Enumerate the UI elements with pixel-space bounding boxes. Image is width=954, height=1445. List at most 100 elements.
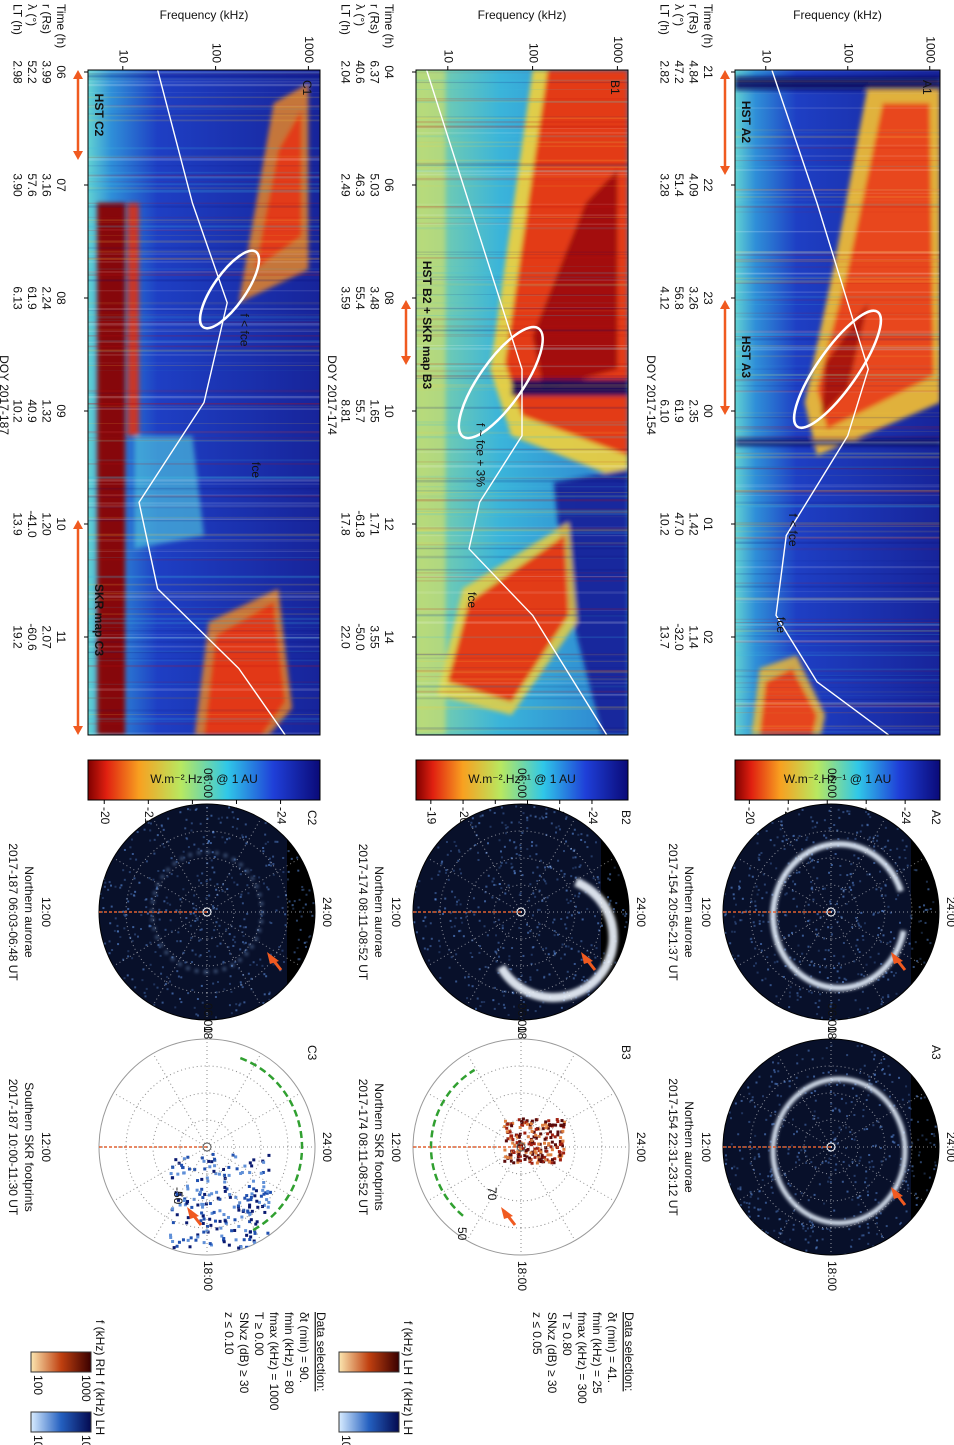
emission-pixel: [919, 906, 921, 908]
emission-pixel: [873, 1058, 875, 1060]
spectrogram-streak: [735, 374, 940, 376]
footprint-dot: [534, 1150, 537, 1153]
emission-pixel: [892, 1136, 894, 1138]
colorbar-tick-label: -24: [274, 807, 288, 825]
emission-pixel: [862, 939, 864, 941]
emission-pixel: [468, 984, 470, 986]
emission-pixel: [500, 887, 502, 889]
emission-pixel: [775, 1083, 777, 1085]
emission-pixel: [221, 836, 223, 838]
emission-pixel: [560, 870, 562, 872]
ephemeris-row-label: Time (h): [54, 4, 68, 48]
emission-pixel: [917, 1139, 919, 1141]
y-tick-label: 10: [442, 50, 456, 64]
footprint-dot: [205, 1202, 208, 1205]
emission-pixel: [733, 893, 735, 895]
emission-pixel: [229, 1004, 231, 1006]
footprint-dot: [505, 1127, 508, 1130]
emission-pixel: [861, 1045, 863, 1047]
spectrogram-streak: [88, 323, 320, 325]
emission-pixel: [889, 1074, 891, 1076]
emission-pixel: [865, 811, 867, 813]
emission-pixel: [146, 988, 148, 990]
emission-pixel: [283, 961, 285, 963]
emission-pixel: [836, 1084, 838, 1086]
emission-pixel: [851, 1138, 853, 1140]
spectrogram-streak: [735, 629, 940, 630]
spectrogram-streak: [88, 505, 320, 507]
emission-pixel: [129, 846, 131, 848]
emission-pixel: [215, 921, 217, 923]
emission-pixel: [501, 807, 503, 809]
spectrogram-streak: [88, 718, 320, 720]
spectrogram-streak: [735, 485, 940, 486]
ephemeris-value: 14: [382, 630, 396, 644]
footprint-dot: [267, 1169, 270, 1172]
arrow-head: [720, 300, 730, 309]
selection-criterion: δt (min) = 90.: [297, 1312, 311, 1383]
emission-pixel: [839, 1127, 841, 1129]
emission-pixel: [799, 961, 801, 963]
emission-pixel: [508, 959, 510, 961]
emission-pixel: [239, 925, 241, 927]
emission-pixel: [860, 912, 862, 914]
spectrogram-streak: [735, 475, 940, 476]
emission-pixel: [813, 1115, 815, 1117]
footprint-dot: [550, 1161, 553, 1164]
emission-pixel: [782, 1125, 784, 1127]
spectrogram-streak: [88, 230, 320, 231]
emission-pixel: [282, 907, 284, 909]
footprint-dot: [556, 1146, 559, 1149]
emission-pixel: [817, 913, 819, 915]
spectrogram-streak: [88, 340, 320, 341]
spectrogram-streak: [416, 694, 628, 695]
emission-pixel: [123, 927, 125, 929]
emission-pixel: [730, 1117, 732, 1119]
emission-pixel: [533, 946, 535, 948]
spectrogram-streak: [735, 634, 940, 635]
emission-pixel: [812, 899, 814, 901]
spectrogram-streak: [88, 540, 320, 542]
emission-pixel: [810, 1161, 812, 1163]
footprint-dot: [528, 1157, 531, 1160]
emission-pixel: [899, 856, 901, 858]
emission-pixel: [808, 862, 810, 864]
emission-pixel: [846, 1115, 848, 1117]
spectrogram-streak: [416, 667, 628, 668]
spectrogram-streak: [416, 451, 628, 453]
emission-pixel: [815, 1247, 817, 1249]
emission-pixel: [770, 839, 772, 841]
spectrogram-streak: [735, 626, 940, 627]
footprint-dot: [550, 1145, 553, 1148]
colorbar-tick-label: -20: [743, 807, 757, 825]
emission-pixel: [564, 873, 566, 875]
emission-pixel: [542, 948, 544, 950]
emission-pixel: [853, 1215, 855, 1217]
emission-pixel: [808, 904, 810, 906]
emission-pixel: [777, 1094, 779, 1096]
ephemeris-value: 3.99: [39, 60, 53, 84]
emission-pixel: [890, 849, 892, 851]
emission-pixel: [765, 978, 767, 980]
emission-pixel: [864, 1181, 866, 1183]
emission-pixel: [918, 1154, 920, 1156]
spectrogram-streak: [735, 537, 940, 538]
spectrogram-streak: [416, 170, 628, 172]
footprint-dot: [267, 1154, 270, 1157]
emission-pixel: [828, 827, 830, 829]
emission-pixel: [294, 951, 296, 953]
footprint-dot: [251, 1210, 254, 1213]
spectrogram-streak: [416, 706, 628, 707]
emission-pixel: [902, 1099, 904, 1101]
spectrogram-streak: [416, 163, 628, 164]
spectrogram-streak: [88, 665, 320, 667]
spectrogram-streak: [416, 276, 628, 278]
emission-pixel: [805, 1092, 807, 1094]
emission-pixel: [503, 1004, 505, 1006]
emission-pixel: [880, 941, 882, 943]
y-tick-label: 100: [526, 43, 540, 63]
spectrogram-streak: [88, 370, 320, 371]
emission-pixel: [754, 1207, 756, 1209]
emission-pixel: [488, 875, 490, 877]
spectrogram-streak: [88, 591, 320, 592]
